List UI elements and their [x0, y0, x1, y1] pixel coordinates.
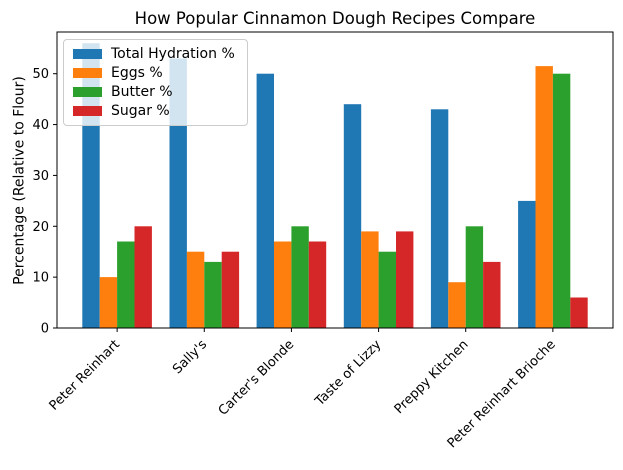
legend-item: Total Hydration %: [73, 47, 235, 61]
x-tick-label: Sally's: [170, 337, 210, 377]
bar-carter-s-blonde-butter-: [291, 226, 309, 328]
bar-peter-reinhart-brioche-sugar-: [570, 297, 588, 328]
bar-sally-s-eggs-: [186, 251, 205, 328]
x-tick-label: Peter Reinhart: [47, 337, 123, 413]
legend-label: Total Hydration %: [111, 46, 235, 62]
y-tick-label: 20: [32, 220, 49, 235]
bar-peter-reinhart-eggs-: [99, 277, 118, 328]
y-tick-label: 10: [32, 271, 49, 286]
y-tick-label: 50: [32, 67, 49, 82]
bar-taste-of-lizzy-butter-: [378, 251, 396, 328]
bar-peter-reinhart-brioche-total-hydration-: [518, 200, 536, 328]
legend-item: Butter %: [73, 85, 235, 99]
bar-peter-reinhart-brioche-butter-: [552, 73, 571, 328]
legend-swatch: [73, 49, 102, 59]
bar-taste-of-lizzy-eggs-: [361, 231, 379, 328]
chart-title: How Popular Cinnamon Dough Recipes Compa…: [134, 9, 536, 28]
axes-spines: [56, 31, 614, 329]
legend-swatch: [73, 87, 102, 97]
bar-taste-of-lizzy-total-hydration-: [343, 104, 362, 328]
bar-taste-of-lizzy-sugar-: [396, 231, 414, 328]
x-tick-label: Carter's Blonde: [216, 337, 298, 419]
legend-label: Butter %: [111, 84, 173, 100]
x-tick-label: Taste of Lizzy: [312, 337, 385, 410]
legend-item: Sugar %: [73, 104, 235, 118]
bar-carter-s-blonde-sugar-: [308, 241, 327, 328]
legend: Total Hydration % Eggs % Butter % Sugar …: [63, 39, 248, 126]
bar-sally-s-sugar-: [221, 251, 240, 328]
legend-swatch: [73, 68, 102, 78]
bar-preppy-kitchen-total-hydration-: [430, 109, 449, 328]
x-tick-label: Preppy Kitchen: [392, 337, 472, 417]
bar-carter-s-blonde-total-hydration-: [256, 73, 274, 328]
bar-carter-s-blonde-eggs-: [274, 241, 292, 328]
legend-item: Eggs %: [73, 66, 235, 80]
bar-peter-reinhart-butter-: [117, 241, 135, 328]
y-axis-label: Percentage (Relative to Flour): [11, 76, 28, 285]
bar-peter-reinhart-sugar-: [134, 226, 152, 328]
legend-swatch: [73, 106, 102, 116]
legend-label: Eggs %: [111, 65, 163, 81]
bar-peter-reinhart-brioche-eggs-: [535, 66, 553, 328]
legend-label: Sugar %: [111, 103, 170, 119]
y-tick-label: 40: [32, 118, 49, 133]
y-tick-label: 30: [32, 169, 49, 184]
bar-preppy-kitchen-sugar-: [483, 261, 501, 328]
y-tick-label: 0: [41, 322, 49, 337]
bar-preppy-kitchen-eggs-: [448, 282, 466, 328]
bar-preppy-kitchen-butter-: [465, 226, 484, 328]
bar-sally-s-butter-: [204, 261, 222, 328]
